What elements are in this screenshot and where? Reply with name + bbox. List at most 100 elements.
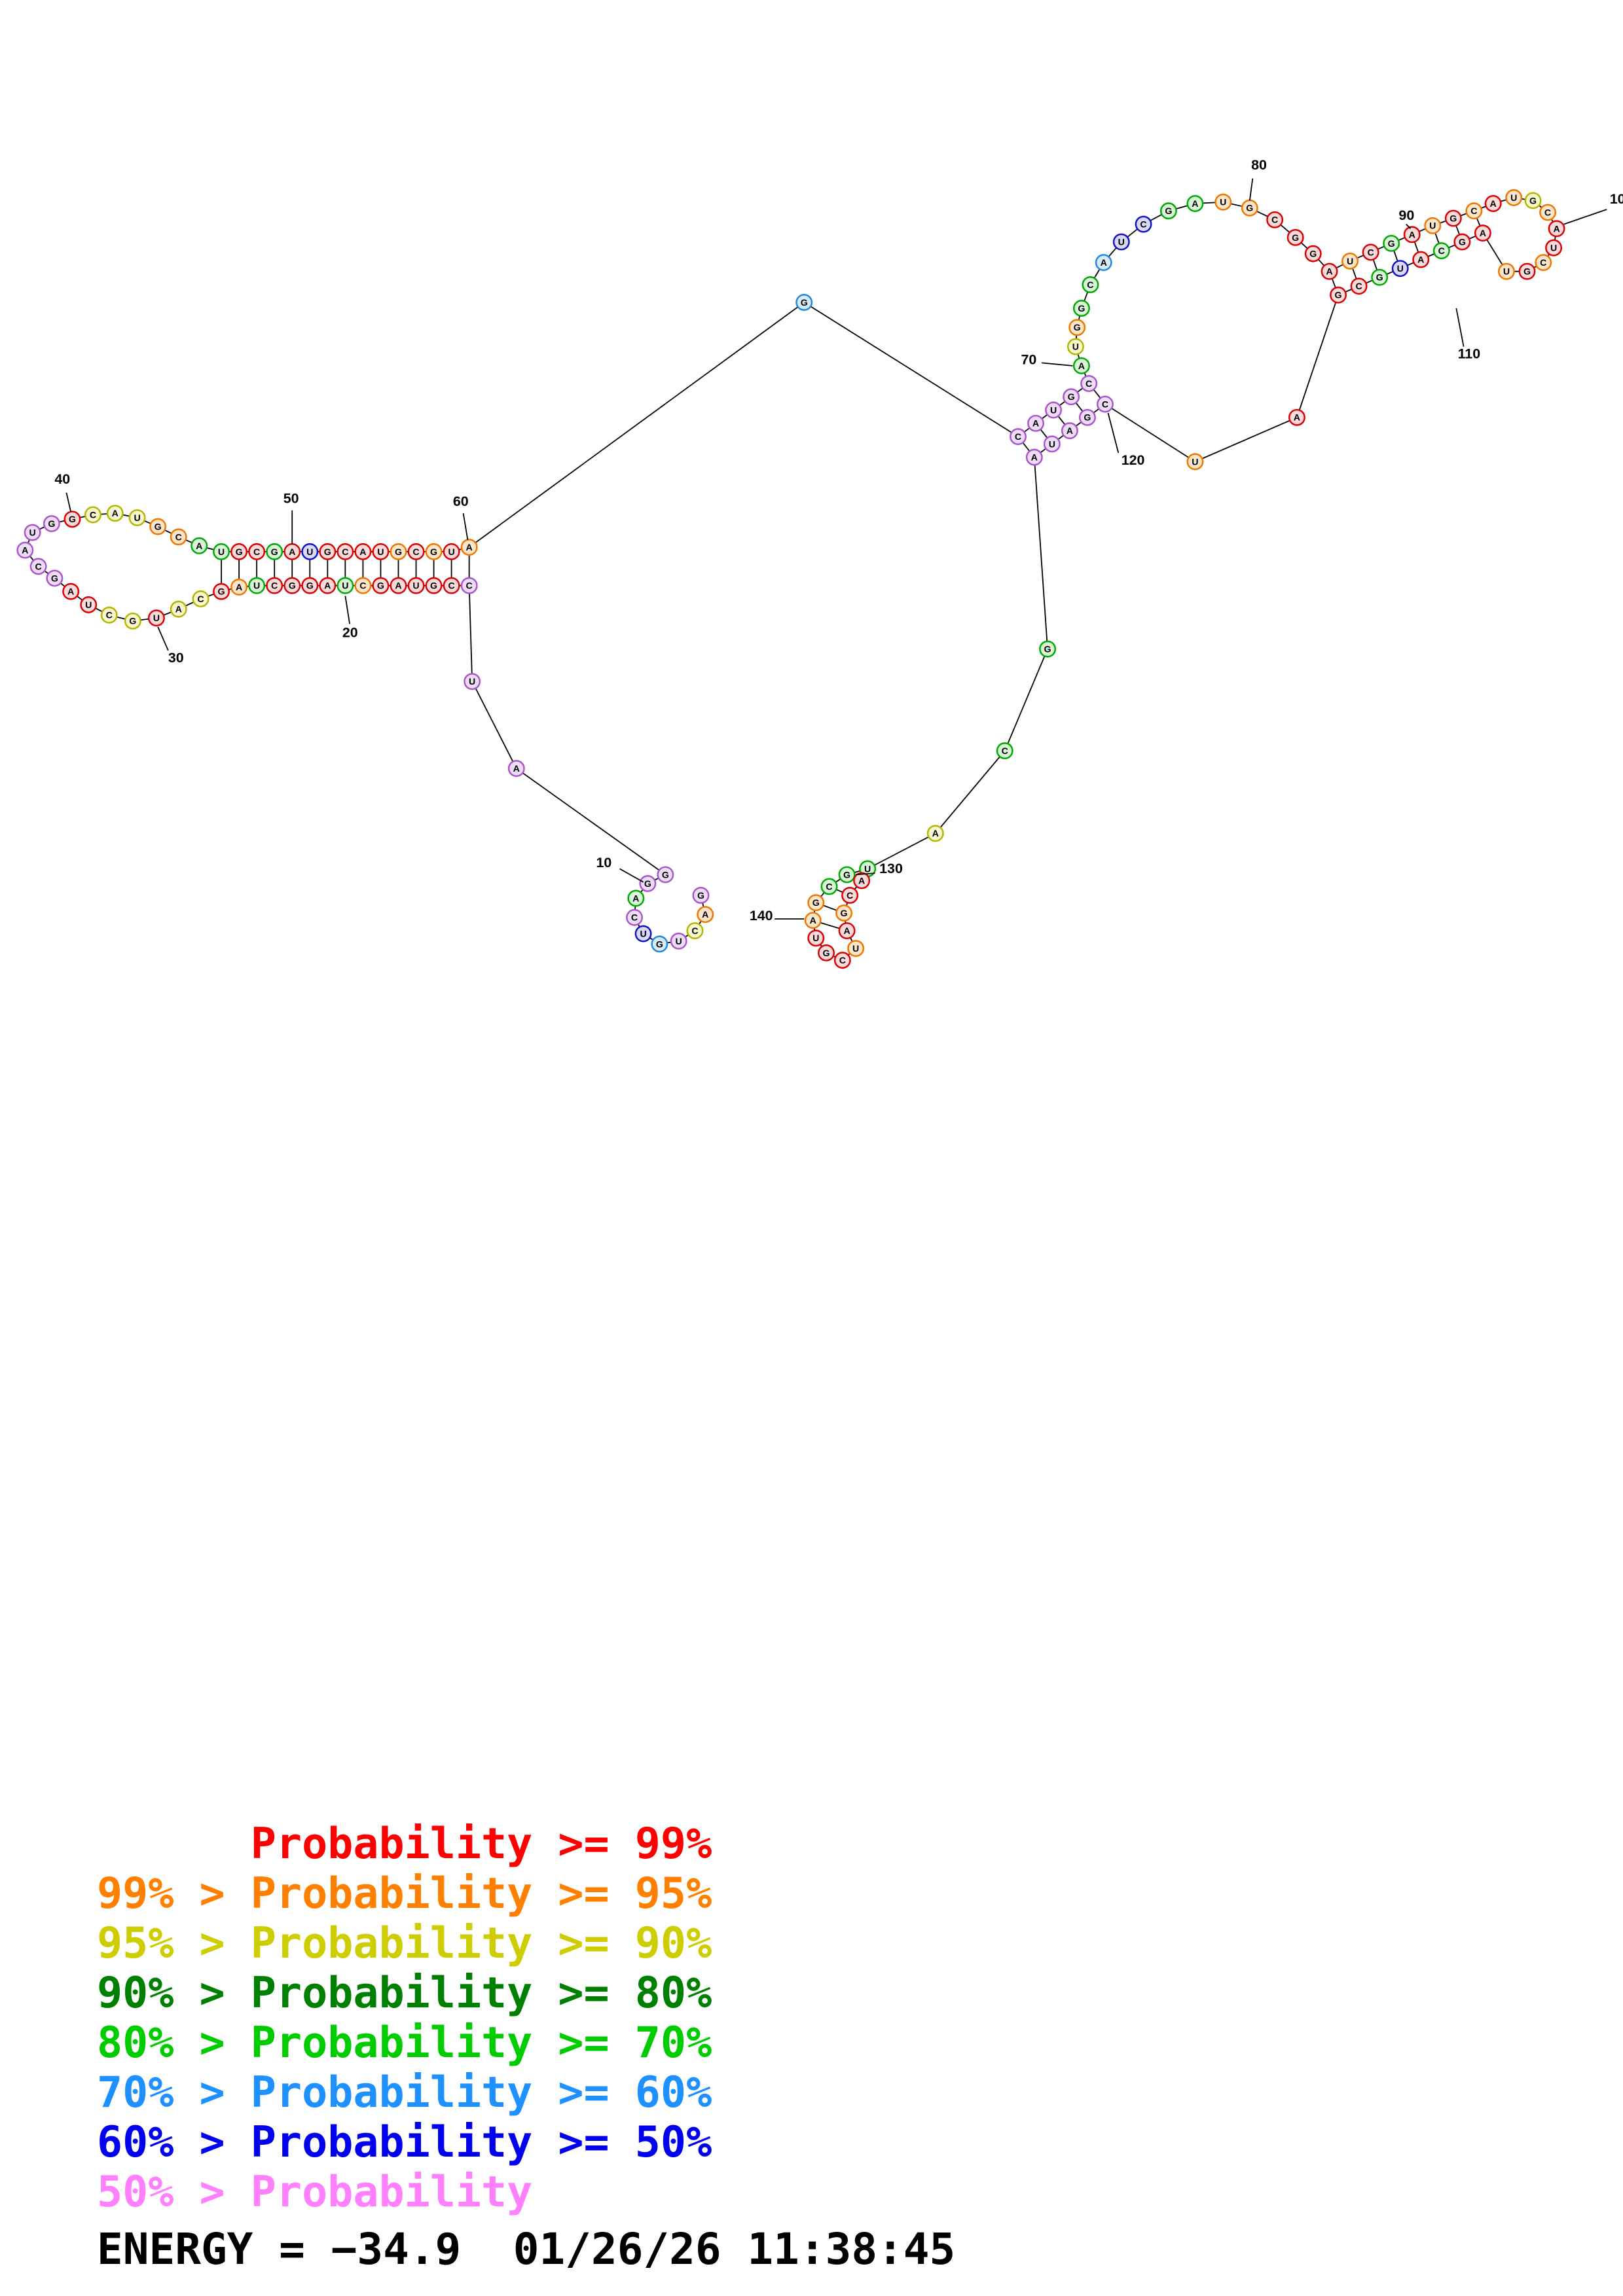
position-label-text: 120 (1122, 452, 1145, 468)
nucleotide-letter: U (218, 547, 225, 558)
position-label: 20 (342, 596, 358, 641)
nucleotide-node: C (820, 878, 838, 895)
nucleotide-node: C (443, 577, 460, 594)
nucleotide-node: G (425, 577, 443, 594)
nucleotide-node: G (1304, 245, 1322, 262)
nucleotide-letter: C (1140, 220, 1146, 230)
nucleotide-letter: U (469, 677, 475, 687)
nucleotide-letter: C (1540, 258, 1546, 268)
nucleotide-letter: C (1002, 746, 1008, 757)
nucleotide-node: A (507, 760, 525, 778)
nucleotide-letter: U (29, 528, 35, 539)
nucleotide-letter: U (812, 933, 819, 944)
nucleotide-node: U (1545, 239, 1563, 257)
nucleotide-node: U (1505, 189, 1523, 206)
nucleotide-letter: U (1347, 257, 1353, 267)
nucleotide-node: G (795, 294, 813, 311)
nucleotide-node: G (390, 543, 407, 560)
nucleotide-letter: U (253, 581, 260, 592)
probability-legend: Probability >= 99% 99% > Probability >= 9… (97, 1820, 712, 2217)
position-label-text: 10 (596, 855, 611, 870)
nucleotide-node: U (147, 609, 165, 627)
position-label: 50 (283, 490, 299, 545)
nucleotide-letter: G (1292, 233, 1299, 243)
nucleotide-letter: G (656, 939, 663, 950)
nucleotide-letter: G (801, 298, 808, 308)
nucleotide-node: G (46, 569, 64, 587)
legend-entry: 80% > Probability >= 70% (97, 2018, 712, 2068)
nucleotide-node: A (1027, 414, 1045, 432)
nucleotide-letter: G (129, 617, 136, 627)
nucleotide-letter: U (1049, 439, 1055, 450)
nucleotide-letter: G (48, 519, 55, 529)
nucleotide-node: G (1330, 286, 1347, 304)
legend-entry: 60% > Probability >= 50% (97, 2118, 712, 2167)
nucleotide-node: G (1063, 388, 1080, 406)
nucleotide-node: G (64, 511, 81, 528)
nucleotide-letter: U (1192, 457, 1198, 467)
nucleotide-node: A (1548, 220, 1565, 238)
nucleotide-letter: U (1503, 267, 1510, 278)
nucleotide-node: U (248, 577, 266, 594)
nucleotide-letter: A (1326, 267, 1332, 278)
nucleotide-node: U (1391, 260, 1409, 278)
nucleotide-node: G (230, 543, 248, 560)
nucleotide-letter: C (847, 891, 853, 901)
nucleotide-letter: U (1072, 342, 1079, 353)
nucleotide-letter: C (448, 581, 454, 592)
nucleotide-node: U (847, 940, 865, 958)
nucleotide-node: G (639, 874, 657, 892)
nucleotide-node: U (807, 929, 825, 947)
nucleotide-node: U (1043, 435, 1061, 453)
nucleotide-node: A (1484, 195, 1502, 212)
nucleotide-node: U (1424, 217, 1442, 234)
nucleotide-letter: A (1032, 419, 1039, 429)
nucleotide-node: A (804, 912, 822, 929)
nucleotide-node: U (1497, 262, 1515, 280)
nucleotide-letter: G (812, 898, 820, 908)
nucleotide-node: C (354, 577, 372, 594)
nucleotide-node: A (697, 906, 714, 924)
nucleotide-letter: A (1031, 453, 1038, 463)
nucleotide-letter: G (218, 587, 225, 598)
nucleotide-letter: U (640, 929, 646, 940)
nucleotide-node: G (1072, 300, 1090, 317)
nucleotide-letter: G (430, 581, 437, 592)
nucleotide-letter: A (324, 581, 331, 592)
nucleotide-letter: U (448, 547, 454, 558)
nucleotide-letter: G (1376, 273, 1383, 283)
position-label: 70 (1021, 352, 1073, 368)
nucleotide-node: C (686, 922, 704, 939)
nucleotide-node: A (390, 577, 407, 594)
nucleotide-letter: A (1490, 199, 1497, 209)
nucleotide-letter: G (1074, 323, 1081, 333)
nucleotide-node: U (670, 932, 687, 950)
nucleotide-node: C (1135, 215, 1152, 233)
nucleotide-node: C (266, 577, 283, 594)
nucleotide-node: G (692, 886, 710, 904)
nucleotide-letter: A (810, 916, 816, 926)
nucleotide-node: G (213, 583, 230, 600)
nucleotide-node: A (170, 600, 187, 618)
position-label: 140 (750, 908, 805, 924)
nucleotide-letter: U (153, 613, 160, 624)
nucleotide-letter: A (1409, 230, 1415, 240)
nucleotide-node: C (100, 606, 118, 624)
nucleotide-node: G (319, 543, 337, 560)
nucleotide-letter: U (306, 547, 313, 558)
nucleotide-letter: G (1165, 206, 1172, 217)
nucleotide-letter: G (1459, 238, 1466, 248)
nucleotide-node: G (1068, 319, 1086, 336)
nucleotide-letter: A (196, 541, 202, 552)
nucleotide-letter: C (1102, 399, 1108, 410)
nucleotide-node: A (1095, 254, 1112, 272)
position-label-text: 110 (1458, 346, 1481, 362)
nucleotide-node: A (1412, 251, 1430, 268)
nucleotide-letter: A (513, 764, 520, 774)
nucleotide-letter: A (22, 546, 28, 556)
nucleotide-node: U (24, 524, 41, 541)
nucleotide-node: C (1350, 278, 1368, 295)
nucleotide-node: G (149, 518, 167, 535)
nucleotide-letter: C (175, 532, 182, 543)
nucleotide-node: C (84, 506, 101, 524)
